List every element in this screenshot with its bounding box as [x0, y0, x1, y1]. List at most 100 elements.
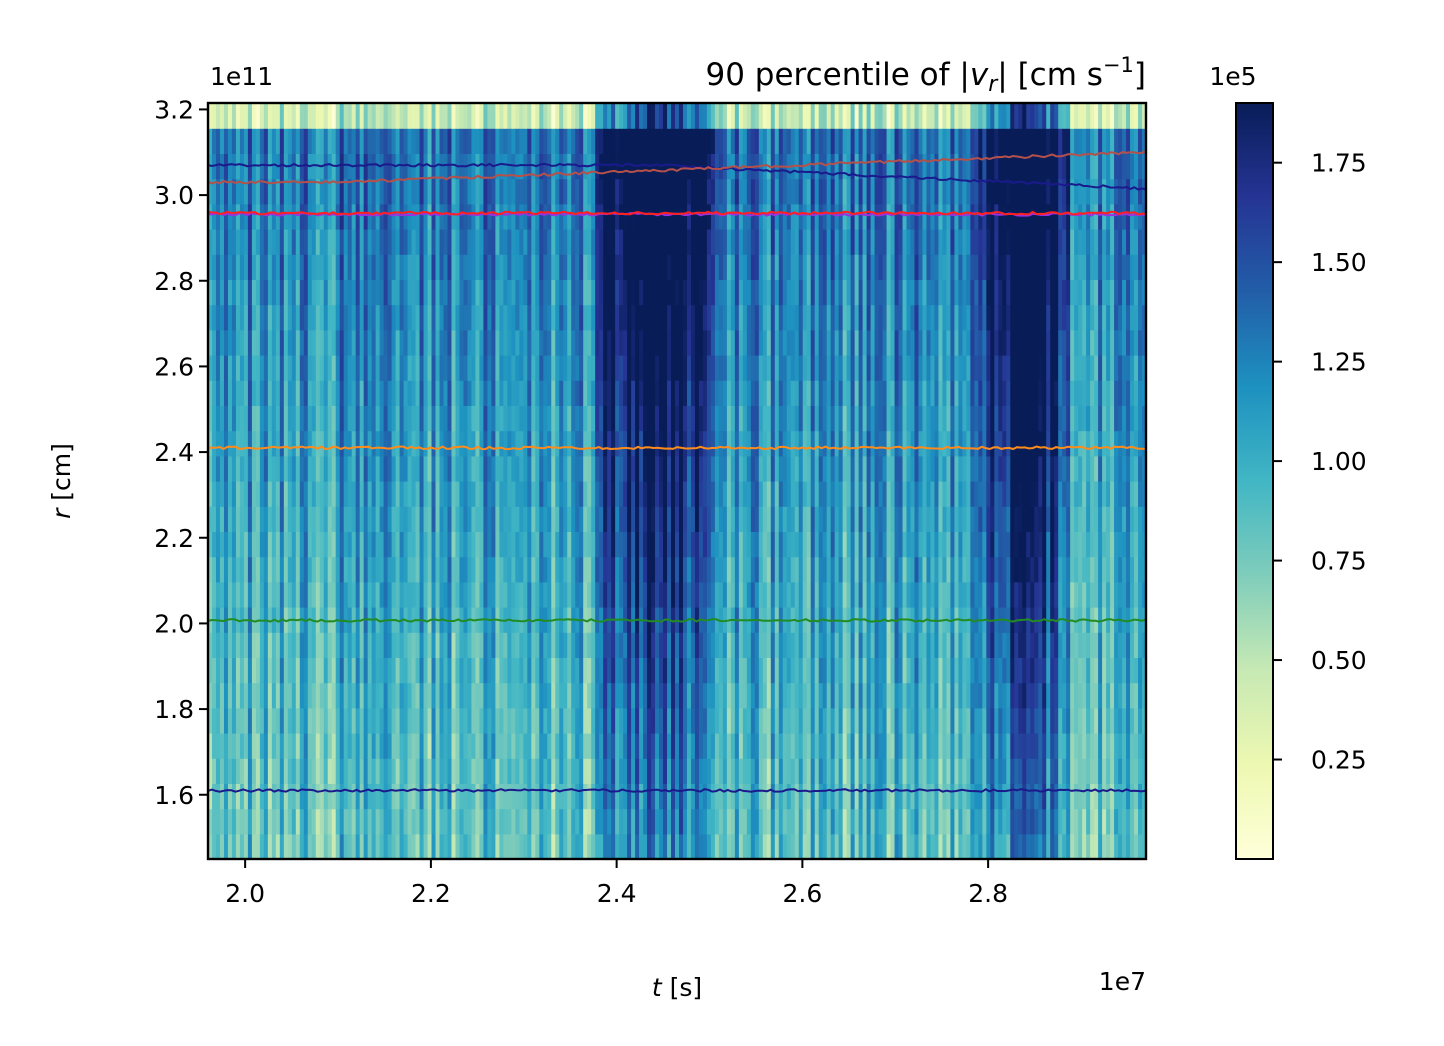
- heatmap-cell: [227, 657, 233, 684]
- heatmap-cell: [814, 254, 820, 280]
- heatmap-cell: [782, 254, 788, 280]
- heatmap-cell: [451, 455, 457, 482]
- heatmap-cell: [211, 657, 217, 684]
- heatmap-cell: [599, 279, 604, 306]
- heatmap-cell: [866, 733, 872, 759]
- heatmap-cell: [826, 430, 832, 457]
- heatmap-cell: [363, 405, 369, 432]
- heatmap-cell: [443, 279, 449, 306]
- heatmap-cell: [507, 833, 512, 859]
- heatmap-cell: [475, 229, 481, 255]
- heatmap-cell: [742, 581, 748, 608]
- heatmap-cell: [208, 203, 213, 230]
- heatmap-cell: [391, 455, 397, 482]
- heatmap-cell: [283, 203, 289, 230]
- heatmap-cell: [291, 833, 297, 859]
- heatmap-cell: [663, 103, 668, 129]
- heatmap-cell: [507, 632, 512, 658]
- heatmap-cell: [675, 682, 680, 709]
- heatmap-cell: [814, 481, 820, 507]
- heatmap-cell: [219, 531, 225, 558]
- heatmap-cell: [686, 229, 692, 255]
- heatmap-cell: [379, 304, 385, 331]
- heatmap-cell: [287, 178, 293, 205]
- heatmap-cell: [639, 103, 644, 129]
- heatmap-cell: [814, 733, 820, 759]
- heatmap-cell: [491, 758, 496, 784]
- heatmap-cell: [750, 203, 756, 230]
- heatmap-cell: [283, 581, 289, 608]
- heatmap-cell: [463, 203, 469, 230]
- heatmap-cell: [451, 153, 457, 180]
- heatmap-cell: [794, 808, 800, 835]
- heatmap-cell: [443, 455, 449, 482]
- heatmap-cell: [870, 733, 876, 759]
- heatmap-cell: [635, 430, 640, 457]
- heatmap-cell: [471, 178, 477, 205]
- heatmap-cell: [399, 304, 405, 331]
- heatmap-cell: [766, 632, 772, 658]
- heatmap-cell: [523, 481, 528, 507]
- heatmap-cell: [507, 203, 512, 230]
- heatmap-cell: [798, 758, 804, 784]
- heatmap-cell: [846, 657, 852, 684]
- heatmap-cell: [790, 178, 796, 205]
- heatmap-cell: [583, 733, 588, 759]
- heatmap-cell: [299, 632, 305, 658]
- heatmap-cell: [491, 531, 496, 558]
- heatmap-cell: [671, 506, 676, 532]
- heatmap-cell: [738, 531, 744, 558]
- heatmap-cell: [655, 279, 660, 306]
- heatmap-cell: [387, 380, 393, 406]
- heatmap-cell: [435, 178, 441, 205]
- heatmap-cell: [778, 329, 784, 356]
- heatmap-cell: [383, 808, 389, 835]
- heatmap-cell: [371, 481, 377, 507]
- heatmap-cell: [543, 229, 548, 255]
- heatmap-cell: [391, 833, 397, 859]
- heatmap-cell: [208, 783, 213, 810]
- heatmap-cell: [858, 707, 864, 734]
- heatmap-cell: [519, 430, 524, 457]
- heatmap-cell: [627, 682, 632, 709]
- heatmap-cell: [834, 531, 840, 558]
- heatmap-cell: [750, 481, 756, 507]
- heatmap-cell: [419, 279, 425, 306]
- heatmap-cell: [331, 506, 337, 532]
- heatmap-cell: [511, 380, 516, 406]
- heatmap-cell: [519, 632, 524, 658]
- heatmap-cell: [347, 733, 353, 759]
- heatmap-cell: [343, 632, 349, 658]
- heatmap-cell: [599, 733, 604, 759]
- heatmap-cell: [423, 833, 429, 859]
- heatmap-cell: [367, 304, 373, 331]
- heatmap-cell: [686, 506, 692, 532]
- heatmap-cell: [263, 833, 269, 859]
- heatmap-cell: [515, 531, 520, 558]
- heatmap-cell: [271, 430, 277, 457]
- heatmap-cell: [271, 808, 277, 835]
- heatmap-cell: [862, 808, 868, 835]
- heatmap-cell: [407, 506, 413, 532]
- heatmap-cell: [315, 506, 321, 532]
- heatmap-cell: [647, 405, 652, 432]
- heatmap-cell: [627, 178, 632, 205]
- heatmap-cell: [507, 481, 512, 507]
- heatmap-cell: [694, 229, 700, 255]
- heatmap-cell: [535, 707, 540, 734]
- heatmap-cell: [455, 481, 461, 507]
- heatmap-cell: [710, 682, 716, 709]
- heatmap-cell: [862, 783, 868, 810]
- heatmap-cell: [579, 405, 584, 432]
- heatmap-cell: [535, 758, 540, 784]
- heatmap-cell: [866, 329, 872, 356]
- heatmap-cell: [499, 657, 504, 684]
- heatmap-cell: [850, 229, 856, 255]
- heatmap-cell: [387, 153, 393, 180]
- heatmap-cell: [291, 178, 297, 205]
- heatmap-cell: [255, 657, 261, 684]
- heatmap-cell: [718, 405, 724, 432]
- heatmap-cell: [319, 203, 325, 230]
- heatmap-cell: [295, 707, 301, 734]
- heatmap-cell: [675, 733, 680, 759]
